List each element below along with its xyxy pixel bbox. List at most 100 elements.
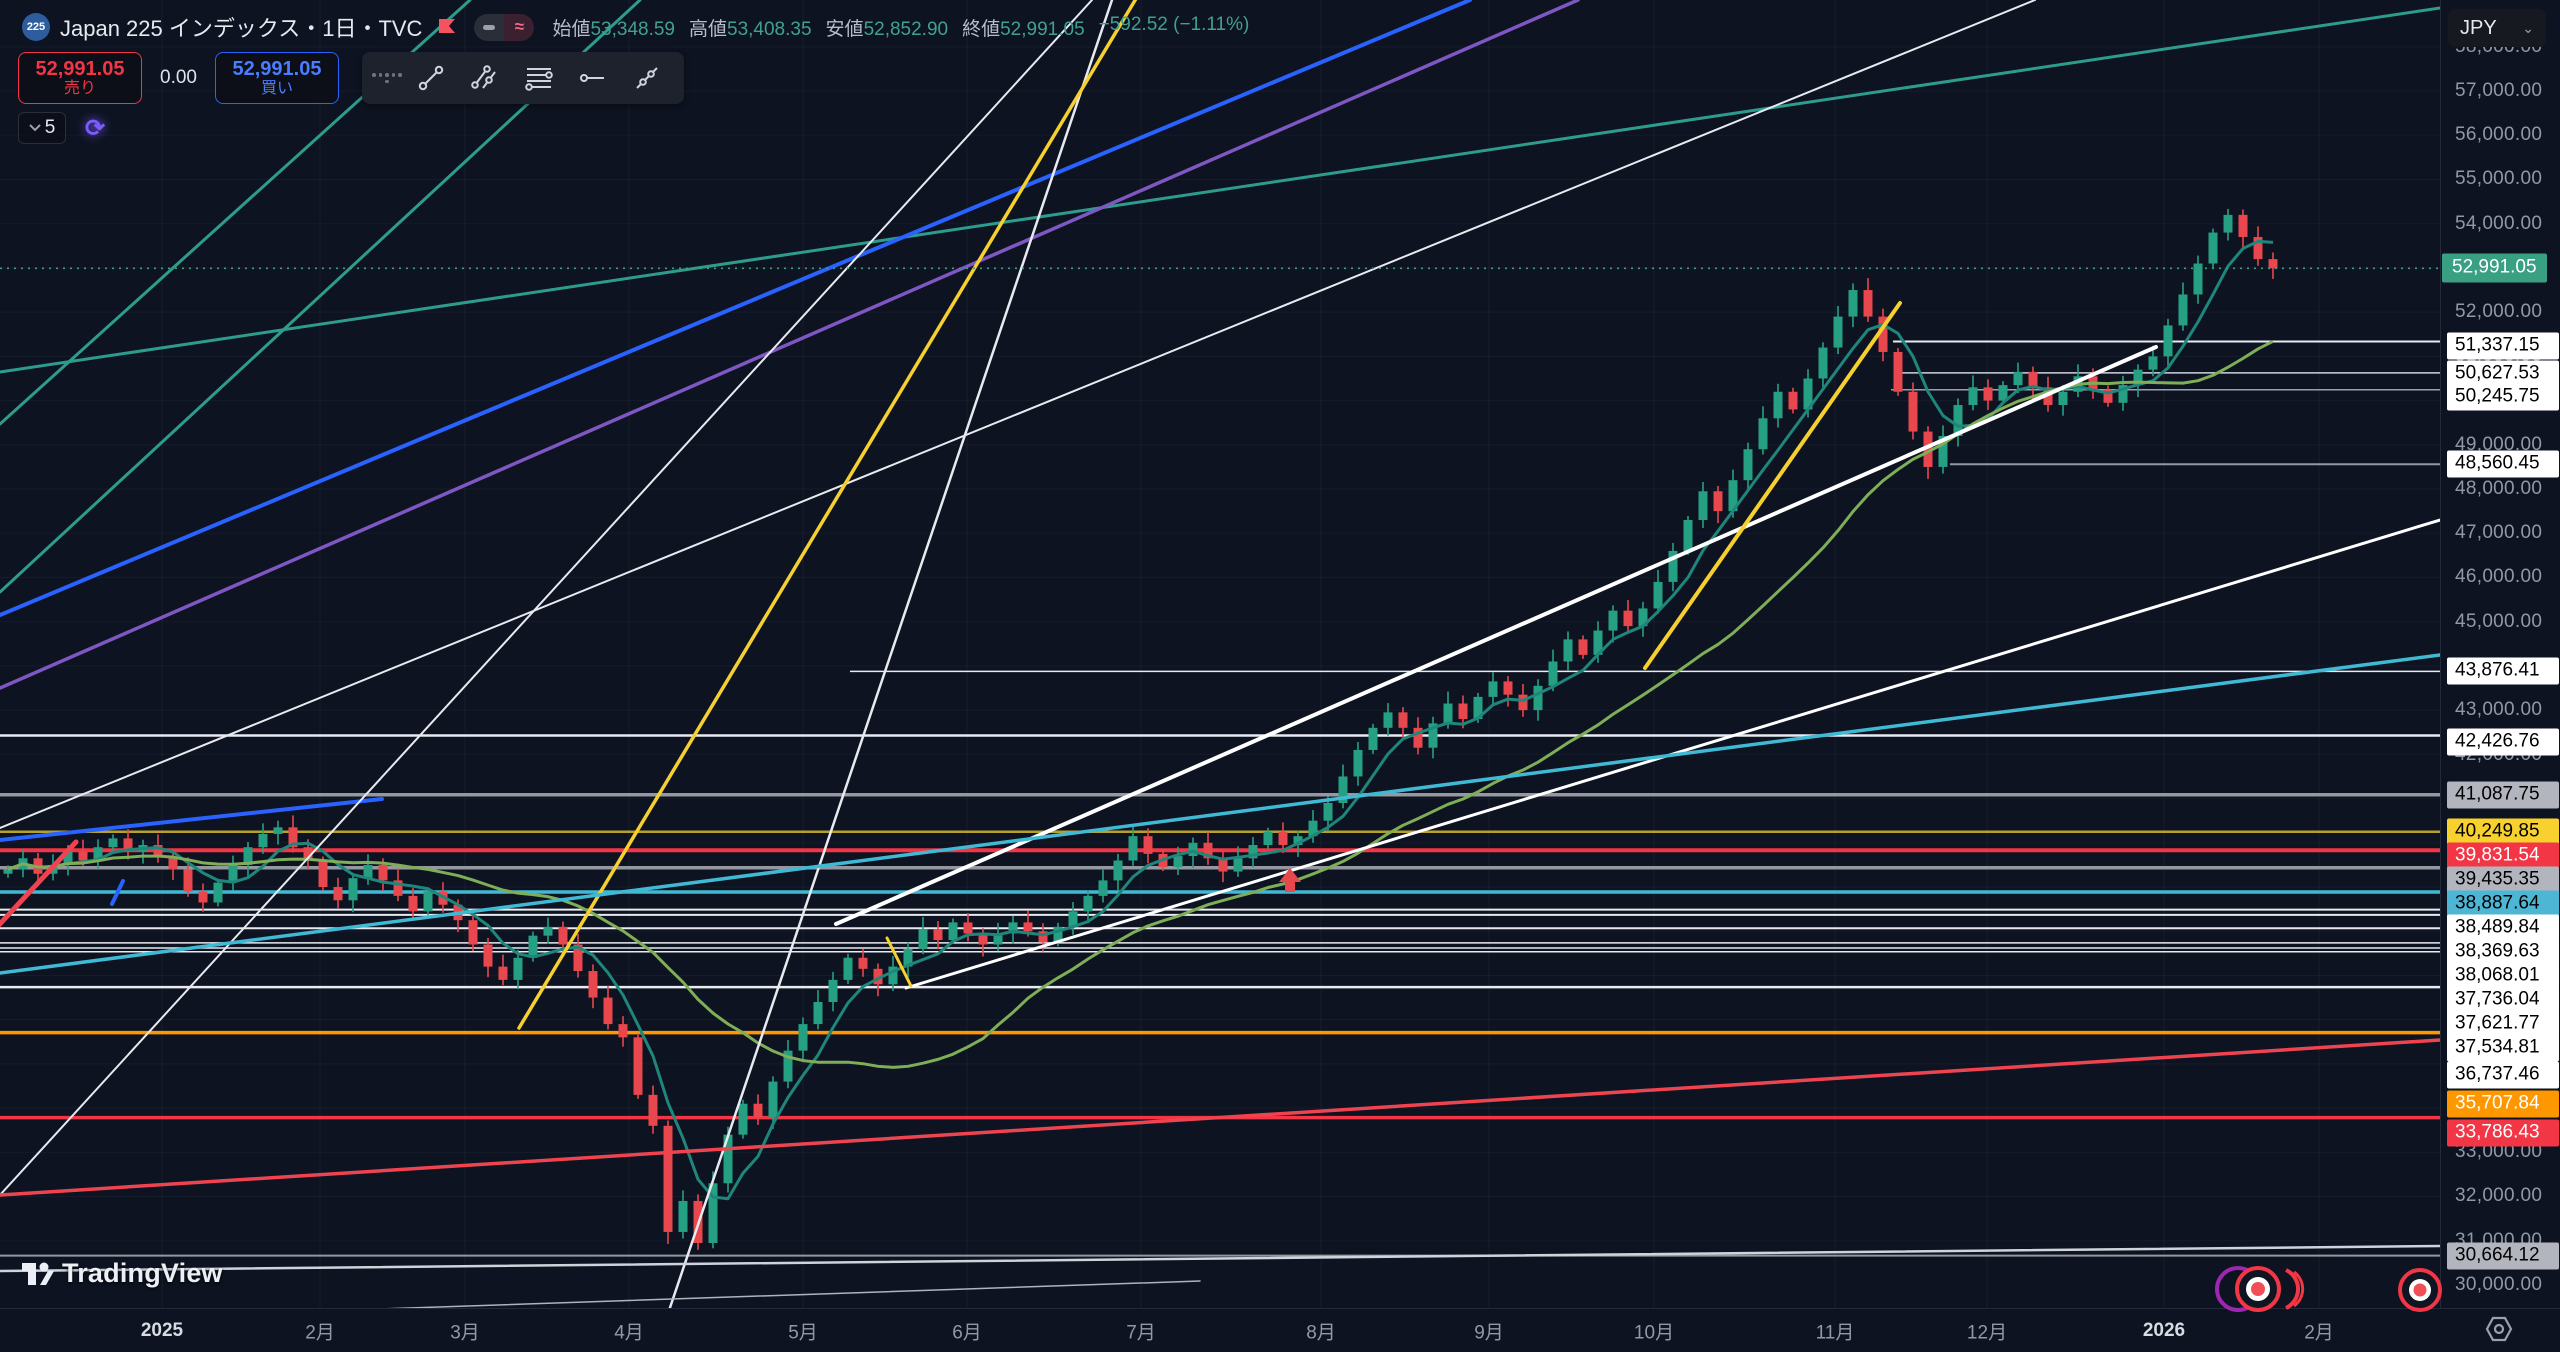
candle [1188,842,1198,857]
candle [168,856,178,870]
candle [78,851,88,861]
candle [1503,681,1513,695]
candle [1788,391,1798,410]
candle [1338,776,1348,804]
candle [258,833,268,848]
time-tick: 7月 [1126,1322,1156,1344]
candle [1878,316,1888,352]
candle [813,1001,823,1025]
candle [318,860,328,888]
refresh-icon[interactable]: ⟳ [84,114,106,142]
candle [573,944,583,972]
candle [1983,387,1993,401]
interval-row: 5 ⟳ [18,112,110,144]
approx-toggle-icon[interactable]: ≈ [504,13,535,41]
yellow-steep [517,0,1138,1030]
buy-button[interactable]: 52,991.05 買い [214,52,339,104]
ma-fast-line[interactable] [7,239,2274,1201]
ma-slow-line[interactable] [7,339,2274,1069]
chart-title[interactable]: Japan 225 インデックス・1日・TVC [60,16,423,41]
price-tick: 52,000.00 [2455,301,2543,322]
tradingview-logo[interactable]: TradingView [20,1258,223,1289]
candle [3,869,13,874]
candle [303,847,313,861]
candle [243,847,253,865]
candle [183,869,193,892]
time-tick: 10月 [1633,1322,1675,1344]
candle [1968,387,1978,406]
horizontal-ray-tool[interactable] [566,56,620,100]
arrow-up-marker[interactable] [1279,868,1301,892]
price-level-label: 37,534.81 [2447,1034,2559,1062]
white-steep-b [668,0,1114,1308]
candle [1773,391,1783,419]
price-level-label: 38,369.63 [2447,938,2559,966]
chart-canvas[interactable] [0,0,2440,1308]
candle [2208,232,2218,264]
horizontal-lines-tool[interactable] [512,56,566,100]
time-axis[interactable]: 2025 2月 3月 4月 5月 6月 7月 8月 9月 10月 11月 12月 2026 2月 [0,1308,2560,1352]
white-long [0,0,2036,829]
interval-dropdown[interactable]: 5 [18,112,66,144]
candle [2118,385,2128,403]
candle [228,864,238,883]
teal-long [0,6,2440,374]
chevron-down-icon [28,124,41,132]
candle [933,929,943,941]
ohlc-readout: 始値53,348.59 高値53,408.35 安値52,852.90 終値52… [552,13,1250,40]
price-level-label: 38,489.84 [2447,914,2559,942]
time-tick: 2026 [2142,1320,2186,1341]
white-flat-low-2 [386,1280,1201,1308]
candle [783,1050,793,1082]
purple-long [0,0,1580,690]
candle [408,895,418,912]
trend-line-tool[interactable] [404,56,458,100]
time-tick: 5月 [788,1322,818,1344]
white-channel-top [834,345,2158,926]
candle [1173,856,1183,868]
price-level-label: 42,426.76 [2447,728,2559,756]
parallel-channel-tool[interactable] [458,56,512,100]
candle [1668,550,1678,582]
yellow-short [885,936,913,988]
legend-toggle[interactable]: ≈ [474,13,535,41]
price-level-label: 50,245.75 [2447,383,2559,411]
price-level-label: 33,786.43 [2447,1119,2559,1147]
candle [333,887,343,901]
candle [798,1024,808,1051]
candle [153,845,163,857]
price-tick: 49,000.00 [2455,434,2543,455]
candle [1653,581,1663,609]
candle [663,1125,673,1232]
candle [363,864,373,879]
candle [1743,449,1753,481]
candle [2103,389,2113,403]
candle [843,957,853,980]
red-steep-short [0,839,79,928]
toolbar-drag-handle[interactable] [362,73,404,83]
alert-marker[interactable] [2396,1266,2444,1314]
price-tick: 46,000.00 [2455,566,2543,587]
flag-icon[interactable] [436,16,458,38]
candle [633,1037,643,1095]
extended-line-tool[interactable] [620,56,674,100]
sell-button[interactable]: 52,991.05 売り [18,52,142,104]
tradingview-mark-icon [22,1262,54,1285]
candle [1428,723,1438,748]
gear-icon[interactable] [2482,1314,2516,1344]
trendlines[interactable] [0,0,2440,1308]
currency-selector[interactable]: JPY ⌄ [2448,9,2546,47]
candle [828,979,838,1002]
trade-panel: 52,991.05 売り 0.00 52,991.05 買い [18,52,339,104]
candle [1383,712,1393,728]
candle [2193,263,2203,295]
candle [1923,431,1933,467]
price-axis[interactable]: 58,000.0057,000.0056,000.0055,000.0054,0… [2440,0,2560,1308]
candle [858,957,868,969]
time-tick: 12月 [1966,1322,2008,1344]
candle [543,926,553,936]
symbol-logo[interactable]: 225 [22,13,50,41]
candle [468,920,478,945]
alert-marker-cluster[interactable] [2208,1262,2318,1318]
minimize-toggle-icon[interactable] [474,13,505,41]
